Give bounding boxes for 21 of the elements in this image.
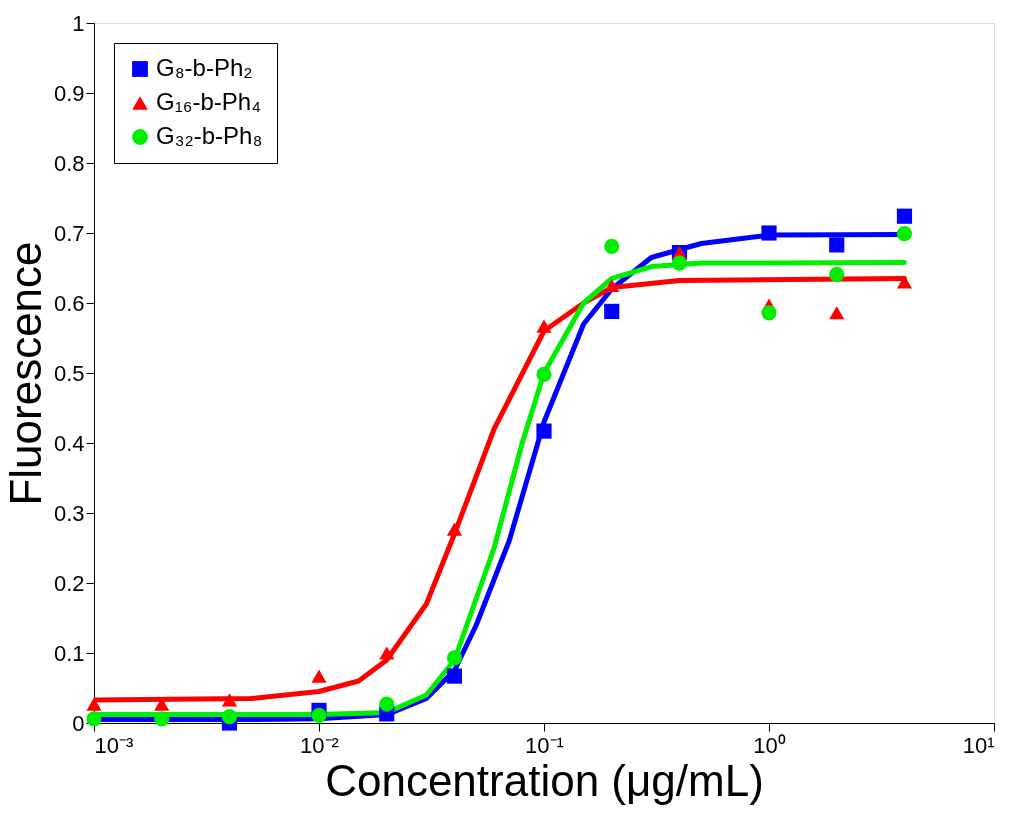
x-axis-title: Concentration (μg/mL): [325, 755, 764, 805]
x-tick-label: 10⁻²: [300, 732, 339, 758]
y-tick-label: 0.1: [53, 640, 85, 666]
x-tick-label: 10⁻¹: [525, 732, 564, 758]
y-tick-label: 0.3: [53, 500, 85, 526]
y-tick-label: 0: [72, 710, 85, 736]
y-tick-label: 1: [72, 10, 85, 36]
y-tick-label: 0.2: [53, 570, 85, 596]
legend-label: G₁₆-b-Ph₄: [156, 88, 261, 115]
y-tick-label: 0.4: [53, 430, 85, 456]
y-tick-label: 0.7: [53, 220, 85, 246]
y-tick-label: 0.8: [53, 150, 85, 176]
legend-label: G₈-b-Ph₂: [156, 54, 253, 81]
y-tick-label: 0.6: [53, 290, 85, 316]
x-tick-label: 10¹: [962, 732, 995, 758]
y-axis-title: Fluorescence: [0, 241, 50, 506]
y-tick-label: 0.9: [53, 80, 85, 106]
legend-label: G₃₂-b-Ph₈: [156, 122, 263, 149]
x-tick-label: 10⁰: [753, 732, 786, 758]
x-tick-label: 10⁻³: [94, 732, 134, 758]
y-tick-label: 0.5: [53, 360, 85, 386]
